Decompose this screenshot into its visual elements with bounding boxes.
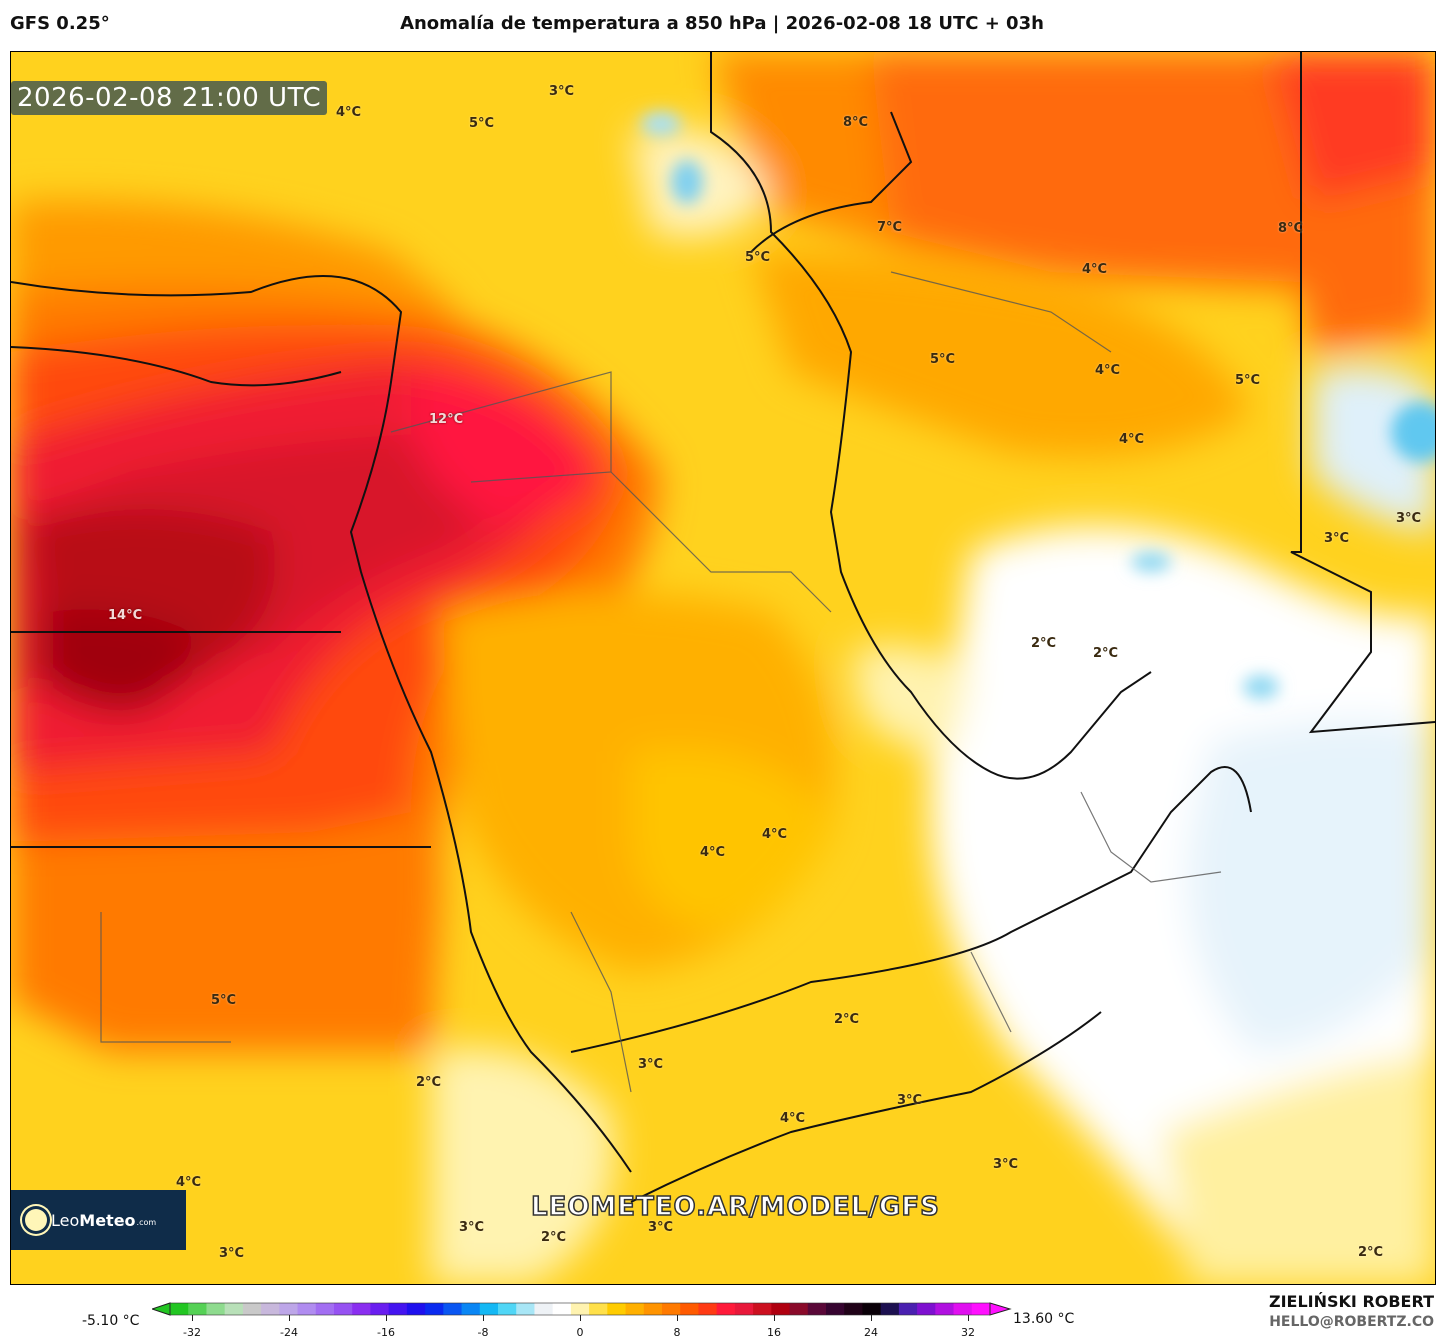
heatmap-field [11,52,1435,1284]
isotherm-label: 3°C [993,1157,1019,1172]
colorbar-tick: 24 [864,1326,878,1339]
isotherm-label: 2°C [541,1230,567,1245]
isotherm-label: 5°C [1235,373,1261,388]
colorbar-tick: 0 [576,1326,584,1339]
colorbar-tick: 16 [767,1326,781,1339]
admin-borders [100,271,1222,1093]
isotherm-label: 14°C [108,608,143,623]
source-watermark: LEOMETEO.AR/MODEL/GFS [530,1191,940,1223]
colorbar-max-label: 13.60 °C [1013,1311,1075,1327]
isotherm-label: 3°C [1324,531,1350,546]
tick-mark [871,1315,872,1321]
tick-mark [483,1315,484,1321]
coastlines [11,52,1435,1203]
colorbar-tick: -8 [477,1326,489,1339]
isotherm-label: 4°C [176,1175,202,1190]
leometeo-logo[interactable]: Leo Meteo .com [11,1190,186,1250]
sun-icon [25,1209,47,1231]
tick-mark [289,1315,290,1321]
author-name: ZIELIŃSKI ROBERT [1268,1292,1434,1311]
isotherm-label: 5°C [211,993,237,1008]
isotherm-label: 2°C [1358,1245,1384,1260]
chart-title: Anomalía de temperatura a 850 hPa | 2026… [400,13,1044,34]
isotherm-label: 12°C [429,412,464,427]
isotherm-label: 3°C [638,1057,664,1072]
isotherm-label: 8°C [1278,221,1304,236]
isotherm-label: 5°C [469,116,495,131]
isotherm-label: 4°C [336,105,362,120]
isotherm-label: 4°C [780,1111,806,1126]
temperature-anomaly-map: 2026-02-08 21:00 UTC 3°C 4°C 5°C 8°C 7°C 8°C 5… [10,51,1436,1285]
tick-mark [386,1315,387,1321]
colorbar [152,1302,1012,1316]
tick-mark [968,1315,969,1321]
isotherm-label: 5°C [745,250,771,265]
isotherm-label: 3°C [459,1220,485,1235]
colorbar-tick: -32 [183,1326,201,1339]
isotherm-label: 3°C [549,84,575,99]
colorbar-min-label: -5.10 °C [82,1313,140,1329]
tick-mark [192,1315,193,1321]
isotherm-label: 4°C [1095,363,1121,378]
isotherm-label: 2°C [834,1012,860,1027]
isotherm-label: 3°C [648,1220,674,1235]
isotherm-label: 8°C [843,115,869,130]
isotherm-label: 7°C [877,220,903,235]
author-email: HELLO@ROBERTZ.CO [1269,1314,1434,1330]
isotherm-label: 4°C [762,827,788,842]
valid-time-badge: 2026-02-08 21:00 UTC [11,81,328,115]
isotherm-label: 3°C [897,1093,923,1108]
colorbar-tick: 32 [961,1326,975,1339]
colorbar-tick: -24 [280,1326,298,1339]
tick-mark [580,1315,581,1321]
isotherm-label: 2°C [1093,646,1119,661]
isotherm-label: 3°C [1396,511,1422,526]
isotherm-label: 4°C [700,845,726,860]
tick-mark [774,1315,775,1321]
tick-mark [677,1315,678,1321]
colorbar-tick: 8 [673,1326,681,1339]
isotherm-label: 2°C [416,1075,442,1090]
isotherm-label: 5°C [930,352,956,367]
isotherm-label: 4°C [1119,432,1145,447]
isotherm-label: 2°C [1031,636,1057,651]
isotherm-label: 3°C [219,1246,245,1261]
isotherm-label: 4°C [1082,262,1108,277]
colorbar-tick: -16 [377,1326,395,1339]
model-label: GFS 0.25° [10,13,110,34]
